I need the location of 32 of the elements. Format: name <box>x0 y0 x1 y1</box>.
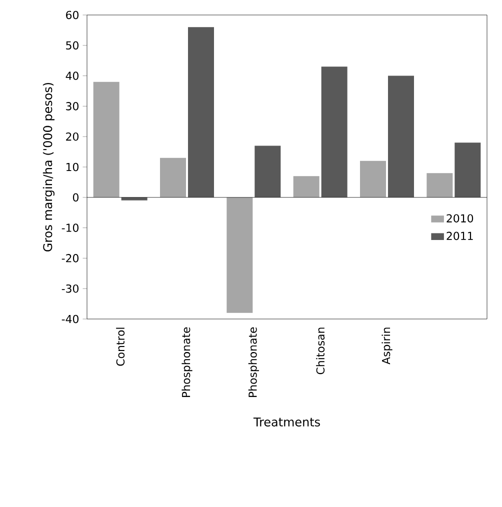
bar <box>426 173 453 198</box>
bar <box>360 160 386 198</box>
y-tick-label: 30 <box>66 102 78 110</box>
legend-label: 2011 <box>446 232 473 240</box>
y-tick-label: -20 <box>62 254 78 262</box>
bar <box>321 66 348 198</box>
y-axis-title: Gros margin/ha ('000 pesos) <box>42 82 54 252</box>
bar <box>293 176 320 198</box>
x-axis-title: Treatments <box>253 418 320 426</box>
x-tick-label: Aspirin <box>382 328 392 364</box>
x-tick-label: Phosphonate <box>182 327 192 397</box>
y-tick-label: 10 <box>66 162 78 172</box>
y-tick-label: -40 <box>62 314 78 324</box>
bar <box>188 27 214 198</box>
bar <box>254 146 281 198</box>
y-tick-label: 20 <box>66 132 78 141</box>
bar <box>226 197 253 313</box>
bar <box>454 142 481 198</box>
y-tick-label: 0 <box>72 193 78 202</box>
y-tick-label: 60 <box>66 10 78 20</box>
bar <box>388 76 414 198</box>
y-tick-label: 50 <box>66 41 78 50</box>
x-tick-label: Chitosan <box>316 328 325 374</box>
y-tick-label: 40 <box>66 72 78 80</box>
x-tick-label: Phosphonate <box>248 327 259 397</box>
bar <box>93 82 120 198</box>
y-tick-label: -30 <box>62 284 78 293</box>
x-tick-label: Control <box>116 328 125 366</box>
legend-label: 2010 <box>446 214 474 222</box>
bar <box>160 158 186 198</box>
y-tick-label: -10 <box>62 224 78 232</box>
bar <box>121 197 148 200</box>
